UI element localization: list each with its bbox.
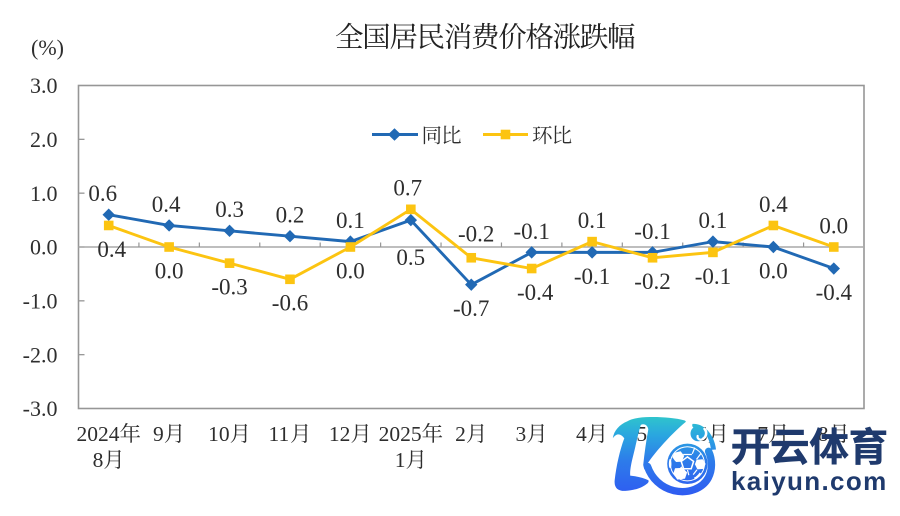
svg-text:4: 4 <box>576 422 587 446</box>
svg-text:0.0: 0.0 <box>336 258 365 283</box>
svg-text:2: 2 <box>455 422 466 446</box>
svg-text:-0.1: -0.1 <box>695 264 731 289</box>
svg-text:-0.3: -0.3 <box>211 275 247 300</box>
svg-text:-0.2: -0.2 <box>458 222 494 247</box>
svg-text:-0.4: -0.4 <box>816 280 853 305</box>
svg-text:-0.7: -0.7 <box>453 296 489 321</box>
svg-text:-3.0: -3.0 <box>23 396 58 421</box>
svg-text:2.0: 2.0 <box>30 127 58 152</box>
svg-text:10: 10 <box>208 422 230 446</box>
svg-text:0.1: 0.1 <box>336 208 365 233</box>
svg-text:0.4: 0.4 <box>759 192 788 217</box>
svg-text:0.0: 0.0 <box>819 213 848 238</box>
svg-text:0.1: 0.1 <box>699 208 728 233</box>
svg-text:12: 12 <box>329 422 351 446</box>
svg-text:0.0: 0.0 <box>759 258 788 283</box>
svg-text:0.6: 0.6 <box>88 181 117 206</box>
svg-text:8: 8 <box>93 448 104 472</box>
svg-text:1.0: 1.0 <box>30 181 58 206</box>
svg-text:11: 11 <box>269 422 290 446</box>
svg-text:-0.2: -0.2 <box>634 269 670 294</box>
svg-text:5: 5 <box>636 422 647 446</box>
svg-text:0.0: 0.0 <box>155 258 184 283</box>
svg-text:-2.0: -2.0 <box>23 342 58 367</box>
svg-text:0.5: 0.5 <box>396 245 425 270</box>
svg-text:0.1: 0.1 <box>578 208 607 233</box>
svg-text:0.3: 0.3 <box>215 197 244 222</box>
svg-text:kaiyun.com: kaiyun.com <box>731 466 888 496</box>
svg-text:2025: 2025 <box>379 422 422 446</box>
svg-text:9: 9 <box>153 422 164 446</box>
svg-text:-0.1: -0.1 <box>513 219 549 244</box>
svg-text:0.0: 0.0 <box>30 235 58 260</box>
svg-text:(%): (%) <box>31 35 64 60</box>
svg-text:3: 3 <box>516 422 527 446</box>
svg-text:-0.6: -0.6 <box>272 291 308 316</box>
svg-text:-0.4: -0.4 <box>517 280 554 305</box>
svg-text:0.7: 0.7 <box>393 176 422 201</box>
svg-text:-0.1: -0.1 <box>574 264 610 289</box>
svg-text:0.2: 0.2 <box>276 203 305 228</box>
svg-text:1: 1 <box>395 448 406 472</box>
svg-text:-1.0: -1.0 <box>23 288 58 313</box>
svg-text:0.4: 0.4 <box>152 192 181 217</box>
svg-text:3.0: 3.0 <box>30 73 58 98</box>
svg-text:-0.1: -0.1 <box>634 219 670 244</box>
svg-text:0.4: 0.4 <box>97 237 126 262</box>
svg-text:2024: 2024 <box>77 422 120 446</box>
